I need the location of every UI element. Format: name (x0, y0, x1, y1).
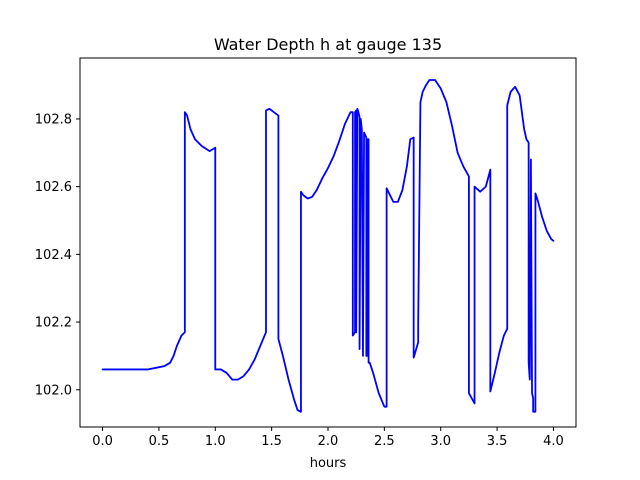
x-tick-label: 2.5 (374, 434, 395, 449)
x-tick-label: 3.0 (430, 434, 451, 449)
x-tick-label: 4.0 (543, 434, 564, 449)
x-tick-label: 0.0 (92, 434, 113, 449)
y-tick-label: 102.8 (35, 112, 72, 127)
y-tick-label: 102.2 (35, 316, 72, 331)
series-layer (101, 79, 555, 413)
y-tick-label: 102.4 (35, 248, 72, 263)
y-tick-label: 102.6 (35, 180, 72, 195)
x-tick-label: 2.0 (318, 434, 339, 449)
x-tick-label: 0.5 (149, 434, 170, 449)
x-axis-label: hours (310, 456, 347, 471)
chart-title: Water Depth h at gauge 135 (214, 35, 442, 54)
x-tick-label: 1.0 (205, 434, 226, 449)
series-line-water-depth (101, 79, 555, 413)
ticks-layer: 0.0 0.5 1.0 1.5 2.0 2.5 3.0 3.5 4.0 102.0 102.2 102… (35, 112, 564, 449)
plot-frame (79, 57, 577, 428)
y-tick-label: 102.0 (35, 383, 72, 398)
x-tick-label: 1.5 (261, 434, 282, 449)
x-tick-label: 3.5 (487, 434, 508, 449)
